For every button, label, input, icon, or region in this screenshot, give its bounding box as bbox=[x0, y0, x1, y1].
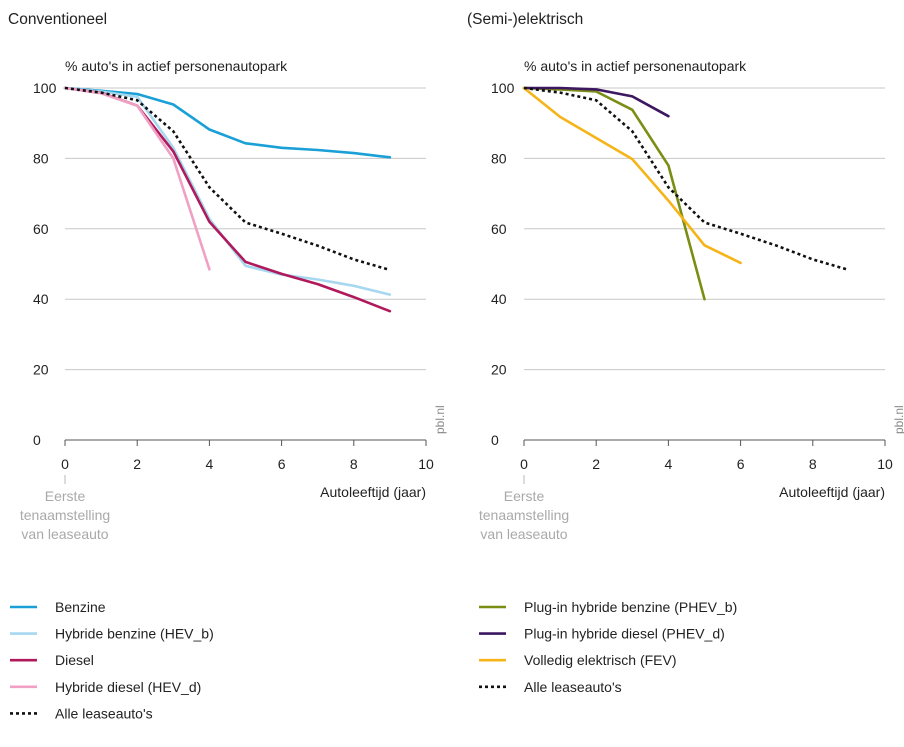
legend: Benzine Hybride benzine (HEV_b) Diesel Hybr… bbox=[10, 599, 737, 721]
y-tick-label: 40 bbox=[33, 291, 49, 307]
x-axis-label: Autoleeftijd (jaar) bbox=[320, 484, 426, 500]
y-tick-label: 20 bbox=[491, 362, 507, 378]
y-tick-label: 40 bbox=[491, 291, 507, 307]
y-tick-label: 60 bbox=[33, 221, 49, 237]
x-axis-label: Autoleeftijd (jaar) bbox=[779, 484, 885, 500]
source-label: pbl.nl bbox=[892, 405, 904, 434]
x-tick-label: 4 bbox=[206, 456, 214, 472]
chart-title: (Semi-)elektrisch bbox=[467, 11, 583, 28]
x-tick-label: 10 bbox=[877, 456, 893, 472]
legend-label-alle-leaseauto-s: Alle leaseauto's bbox=[55, 705, 153, 721]
y-tick-label: 80 bbox=[491, 150, 507, 166]
series-line-volledig-elektrisch-fev bbox=[522, 86, 742, 265]
x-tick-label: 8 bbox=[809, 456, 817, 472]
x0-annotation-line: van leaseauto bbox=[480, 526, 567, 542]
source-label: pbl.nl bbox=[433, 405, 447, 434]
x-tick-label: 0 bbox=[61, 456, 69, 472]
series-line-plug-in-hybride-diesel-phev-d bbox=[522, 86, 670, 118]
legend-label-alle-leaseauto-s: Alle leaseauto's bbox=[524, 679, 622, 695]
legend-label-plug-in-hybride-benzine-phev-b: Plug-in hybride benzine (PHEV_b) bbox=[524, 599, 737, 615]
x-tick-label: 2 bbox=[592, 456, 600, 472]
y-tick-label: 100 bbox=[33, 80, 57, 96]
series-line-benzine bbox=[63, 86, 392, 159]
legend-label-hybride-diesel-hev-d: Hybride diesel (HEV_d) bbox=[55, 679, 201, 695]
y-tick-label: 100 bbox=[491, 80, 515, 96]
x0-annotation-line: tenaamstelling bbox=[20, 507, 110, 523]
y-axis-label: % auto's in actief personenautopark bbox=[524, 58, 747, 74]
y-axis-label: % auto's in actief personenautopark bbox=[65, 58, 288, 74]
legend-label-hybride-benzine-hev-b: Hybride benzine (HEV_b) bbox=[55, 626, 214, 642]
x-tick-label: 2 bbox=[133, 456, 141, 472]
legend-label-benzine: Benzine bbox=[55, 599, 106, 615]
panel-semi-elektrisch: (Semi-)elektrisch % auto's in actief pers… bbox=[467, 11, 904, 542]
x-tick-label: 4 bbox=[665, 456, 673, 472]
y-tick-label: 0 bbox=[33, 432, 41, 448]
panel-conventioneel: Conventioneel % auto's in actief personen… bbox=[8, 11, 447, 542]
series-line-alle-leaseauto-s bbox=[64, 86, 391, 272]
chart-title: Conventioneel bbox=[8, 11, 107, 28]
series-line-hybride-benzine-hev-b bbox=[63, 86, 392, 296]
y-tick-label: 60 bbox=[491, 221, 507, 237]
series-line-plug-in-hybride-benzine-phev-b bbox=[522, 86, 706, 301]
legend-label-volledig-elektrisch-fev: Volledig elektrisch (FEV) bbox=[524, 652, 677, 668]
x0-annotation-line: Eerste bbox=[45, 488, 86, 504]
x0-annotation-line: Eerste bbox=[504, 488, 545, 504]
x-tick-label: 10 bbox=[418, 456, 434, 472]
y-tick-label: 0 bbox=[491, 432, 499, 448]
y-tick-label: 20 bbox=[33, 362, 49, 378]
x0-annotation-line: van leaseauto bbox=[21, 526, 108, 542]
x-tick-label: 0 bbox=[520, 456, 528, 472]
series-line-alle-leaseauto-s bbox=[523, 86, 850, 272]
x-tick-label: 8 bbox=[350, 456, 358, 472]
y-tick-label: 80 bbox=[33, 150, 49, 166]
x-tick-label: 6 bbox=[737, 456, 745, 472]
x-tick-label: 6 bbox=[278, 456, 286, 472]
x0-annotation-line: tenaamstelling bbox=[479, 507, 569, 523]
series-line-diesel bbox=[63, 86, 392, 313]
legend-label-diesel: Diesel bbox=[55, 652, 94, 668]
legend-label-plug-in-hybride-diesel-phev-d: Plug-in hybride diesel (PHEV_d) bbox=[524, 626, 725, 642]
